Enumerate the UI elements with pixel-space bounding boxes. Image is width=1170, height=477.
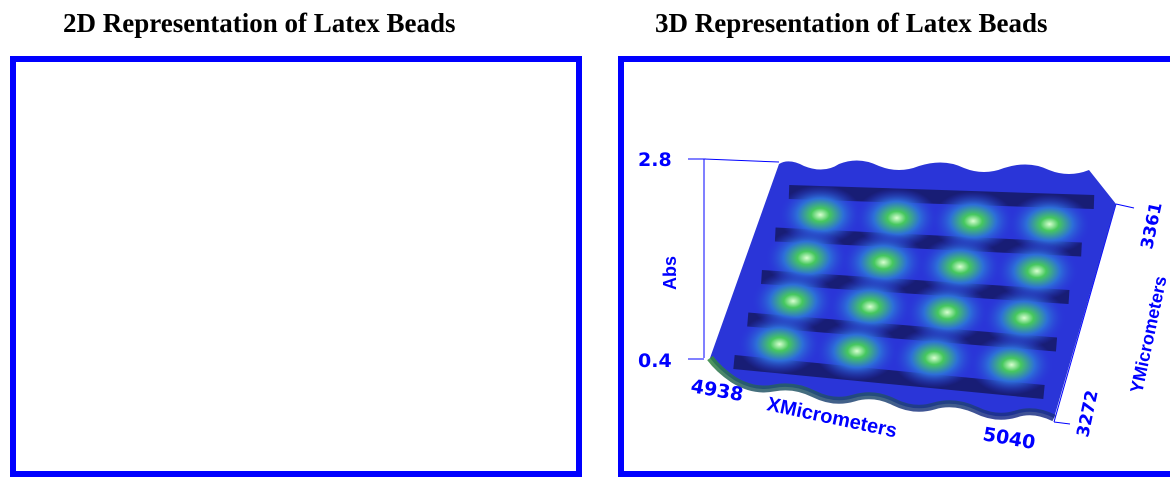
right-panel-title: 3D Representation of Latex Beads [655, 8, 1047, 39]
z-axis-label: Abs [660, 256, 680, 290]
y-axis-top-tick [1116, 204, 1134, 208]
surface-mesh [684, 142, 1144, 442]
y-axis-bottom-tick [1054, 422, 1070, 424]
plot-3d-frame: 2.8 0.4 Abs 4938 5040 XMicrometers 3361 … [618, 56, 1170, 477]
left-panel-title: 2D Representation of Latex Beads [63, 8, 455, 39]
bead-peak [815, 321, 899, 381]
plot-2d-frame [10, 56, 582, 477]
x-tick-max: 5040 [981, 423, 1037, 454]
y-tick-min: 3272 [1073, 389, 1102, 439]
z-tick-max: 2.8 [638, 149, 672, 171]
z-tick-min: 0.4 [638, 350, 672, 372]
y-tick-max: 3361 [1137, 201, 1166, 251]
bead-peak [970, 335, 1054, 395]
surface-plot-3d: 2.8 0.4 Abs 4938 5040 XMicrometers 3361 … [624, 62, 1170, 477]
bead-peaks [734, 185, 1094, 395]
bead-peak [738, 314, 822, 374]
back-edge-line [704, 159, 779, 162]
bead-peak [892, 328, 976, 388]
y-axis-label: YMicrometers [1126, 274, 1170, 395]
